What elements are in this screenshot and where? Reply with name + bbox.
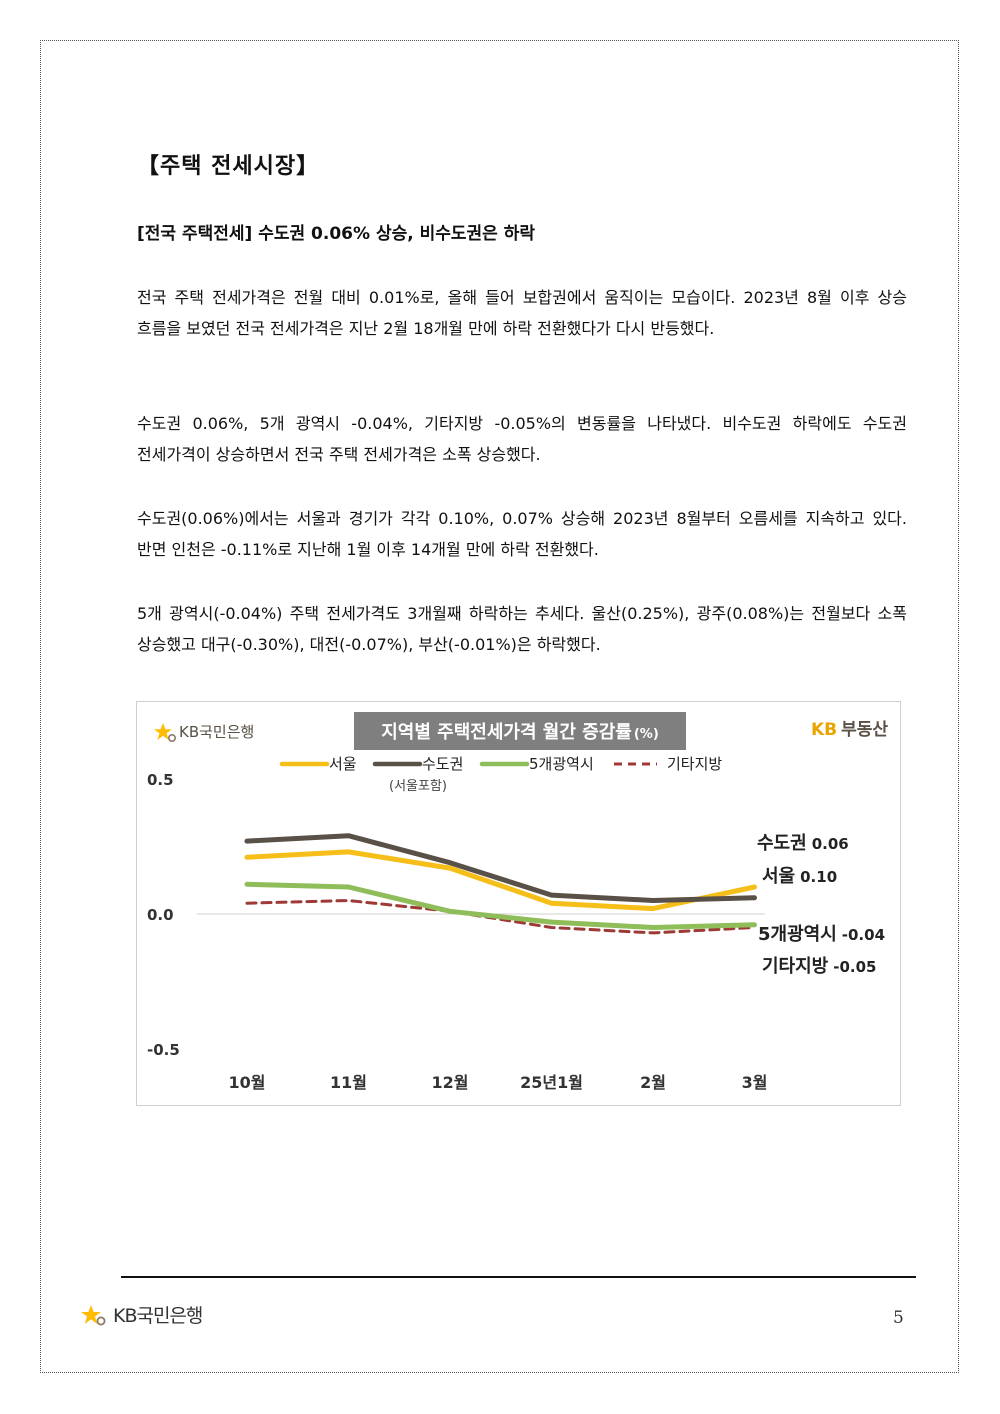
series-line-3 [245,899,756,935]
legend-sudogwon-note: (서울포함) [389,779,447,794]
end-label-3: 기타지방 -0.05 [762,956,877,977]
chart-legend: 서울 수도권 (서울포함) 5개광역시 기타지방 [279,755,722,794]
legend-sudogwon: 수도권 [422,755,463,773]
section-title: 【주택 전세시장】 [137,154,320,179]
x-tick-label: 11월 [330,1073,367,1092]
subtitle: [전국 주택전세] 수도권 0.06% 상승, 비수도권은 하락 [137,224,536,244]
kb-star-icon [154,723,177,743]
series-layer [244,833,757,935]
y-tick-label: 0.5 [147,771,174,789]
paragraph-3: 수도권(0.06%)에서는 서울과 경기가 각각 0.10%, 0.07% 상승… [137,509,907,559]
series-line-0 [244,849,757,912]
end-label-layer: 서울 0.10 수도권 0.06 5개광역시 -0.04 기타지방 -0.05 [757,833,885,977]
end-label-2: 5개광역시 -0.04 [758,924,885,945]
x-tick-label: 10월 [229,1073,266,1092]
footer-logo-text: KB국민은행 [113,1305,203,1327]
line-chart: KB국민은행 지역별 주택전세가격 월간 증감률 (%) KB 부동산 서울 수도권… [147,712,888,1092]
footer-divider [121,1276,916,1278]
series-line-2 [244,881,757,930]
x-tick-label: 25년1월 [520,1073,583,1092]
kb-star-icon [81,1304,106,1325]
paragraph-2: 수도권 0.06%, 5개 광역시 -0.04%, 기타지방 -0.05%의 변… [137,414,907,464]
legend-seoul: 서울 [329,755,357,773]
footer-logo: KB국민은행 [79,1301,203,1328]
legend-other: 기타지방 [667,755,722,773]
page-border [40,40,959,1373]
legend-5metro: 5개광역시 [529,755,594,773]
chart-container: KB국민은행 지역별 주택전세가격 월간 증감률 (%) KB 부동산 서울 수도권… [136,701,901,1106]
paragraph-1: 전국 주택 전세가격은 전월 대비 0.01%로, 올해 들어 보합권에서 움직… [137,288,907,338]
x-tick-label: 3월 [742,1073,768,1092]
y-tick-label: -0.5 [147,1041,180,1059]
chart-logo-left: KB국민은행 [179,723,254,741]
axis-layer: 0.5 0.0 -0.5 10월 11월 12월 25년1월 2월 3월 [147,771,767,1092]
end-label-1: 수도권 0.06 [757,833,849,854]
page-number: 5 [893,1308,904,1328]
chart-logo-right: KB 부동산 [811,720,888,740]
series-line-1 [244,833,757,903]
end-label-0: 서울 0.10 [762,866,837,887]
y-tick-label: 0.0 [147,906,174,924]
x-tick-label: 2월 [640,1073,666,1092]
chart-title-bg [354,712,686,750]
paragraph-4: 5개 광역시(-0.04%) 주택 전세가격도 3개월째 하락하는 추세다. 울… [137,604,907,654]
chart-title: 지역별 주택전세가격 월간 증감률 (%) [381,722,659,743]
x-tick-label: 12월 [432,1073,469,1092]
